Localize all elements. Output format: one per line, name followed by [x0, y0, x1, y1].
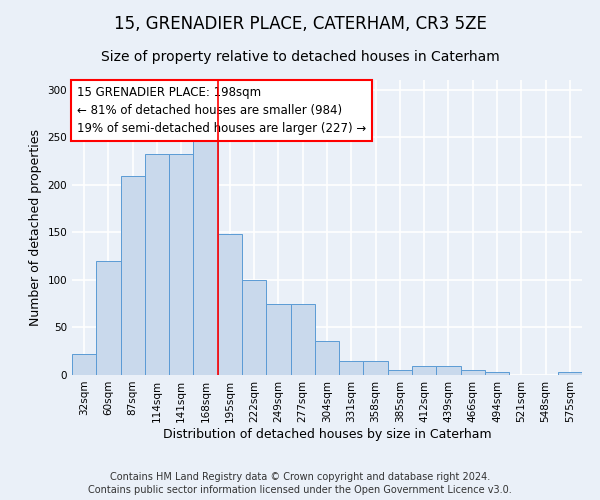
- Bar: [266, 304, 290, 375]
- Bar: [193, 139, 218, 375]
- Text: 15 GRENADIER PLACE: 198sqm
← 81% of detached houses are smaller (984)
19% of sem: 15 GRENADIER PLACE: 198sqm ← 81% of deta…: [77, 86, 367, 135]
- Bar: [145, 154, 169, 375]
- Bar: [169, 154, 193, 375]
- Text: Size of property relative to detached houses in Caterham: Size of property relative to detached ho…: [101, 50, 499, 64]
- Bar: [339, 360, 364, 375]
- Bar: [485, 372, 509, 375]
- Bar: [388, 370, 412, 375]
- Bar: [558, 372, 582, 375]
- Bar: [436, 366, 461, 375]
- Bar: [72, 354, 96, 375]
- Bar: [461, 370, 485, 375]
- Bar: [242, 280, 266, 375]
- Text: Contains public sector information licensed under the Open Government Licence v3: Contains public sector information licen…: [88, 485, 512, 495]
- Text: 15, GRENADIER PLACE, CATERHAM, CR3 5ZE: 15, GRENADIER PLACE, CATERHAM, CR3 5ZE: [113, 15, 487, 33]
- Bar: [290, 304, 315, 375]
- Bar: [412, 366, 436, 375]
- X-axis label: Distribution of detached houses by size in Caterham: Distribution of detached houses by size …: [163, 428, 491, 440]
- Bar: [364, 360, 388, 375]
- Bar: [315, 340, 339, 375]
- Text: Contains HM Land Registry data © Crown copyright and database right 2024.: Contains HM Land Registry data © Crown c…: [110, 472, 490, 482]
- Bar: [218, 234, 242, 375]
- Bar: [121, 176, 145, 375]
- Y-axis label: Number of detached properties: Number of detached properties: [29, 129, 42, 326]
- Bar: [96, 261, 121, 375]
